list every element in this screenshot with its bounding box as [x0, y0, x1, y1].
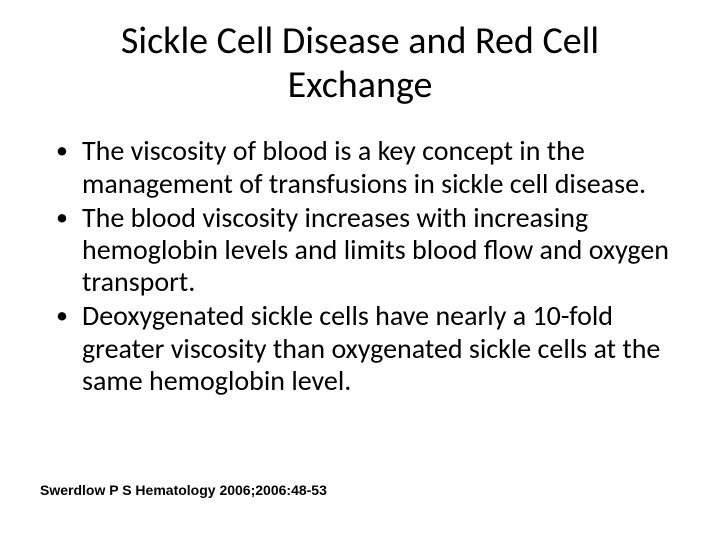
slide: Sickle Cell Disease and Red Cell Exchang…: [0, 0, 720, 540]
citation-text: Swerdlow P S Hematology 2006;2006:48-53: [40, 482, 327, 498]
bullet-item: The blood viscosity increases with incre…: [56, 202, 680, 299]
bullet-item: The viscosity of blood is a key concept …: [56, 135, 680, 199]
bullet-list: The viscosity of blood is a key concept …: [56, 135, 680, 397]
slide-title: Sickle Cell Disease and Red Cell Exchang…: [80, 20, 640, 107]
bullet-item: Deoxygenated sickle cells have nearly a …: [56, 300, 680, 397]
